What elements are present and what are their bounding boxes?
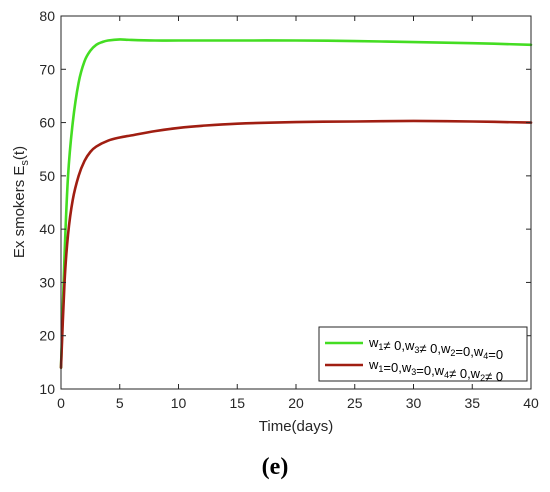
legend-text-part: =0,w <box>383 360 411 375</box>
y-tick-label: 40 <box>39 221 55 237</box>
y-tick-label: 10 <box>39 381 55 397</box>
legend-text-part: w <box>368 335 379 350</box>
y-tick-label: 70 <box>39 61 55 77</box>
y-tick-label: 20 <box>39 328 55 344</box>
x-tick-label: 40 <box>523 395 539 411</box>
legend-text-part: ≠ 0,w <box>449 366 481 381</box>
x-tick-label: 30 <box>406 395 422 411</box>
legend-text-part: w <box>368 357 379 372</box>
x-tick-label: 25 <box>347 395 363 411</box>
y-axis-label: Ex smokers Es(t) <box>11 146 31 258</box>
legend-text-part: ≠ 0,w <box>419 341 451 356</box>
x-tick-label: 35 <box>464 395 480 411</box>
legend-subscript: 3 <box>414 345 419 355</box>
y-tick-label: 30 <box>39 274 55 290</box>
legend-subscript: 4 <box>444 370 449 380</box>
legend: w1≠ 0,w3≠ 0,w2=0,w4=0w1=0,w3=0,w4≠ 0,w2≠… <box>318 326 528 384</box>
y-axis-label-tail: (t) <box>11 146 28 160</box>
legend-text-part: ≠ 0,w <box>383 338 415 353</box>
y-axis-label-main: Ex smokers E <box>11 166 28 259</box>
x-tick-label: 5 <box>116 395 124 411</box>
series-line-2 <box>59 119 533 369</box>
legend-subscript: 4 <box>483 351 488 361</box>
legend-text-part: ≠ 0 <box>485 369 503 384</box>
tick-layer <box>60 15 532 390</box>
panel-caption: (e) <box>262 454 289 480</box>
legend-subscript: 2 <box>450 348 455 358</box>
legend-text-part: =0,w <box>416 363 444 378</box>
legend-entry-1: w1≠ 0,w3≠ 0,w2=0,w4=0 <box>368 335 503 362</box>
series-layer <box>59 38 533 369</box>
y-tick-label: 80 <box>39 8 55 24</box>
legend-text-part: =0,w <box>455 344 483 359</box>
x-tick-labels: 0 5 10 15 20 25 30 35 40 <box>57 395 539 411</box>
y-axis-label-sub: s <box>19 160 31 166</box>
y-tick-label: 50 <box>39 168 55 184</box>
x-axis-label: Time(days) <box>259 418 333 435</box>
legend-text-part: =0 <box>488 347 503 362</box>
y-tick-label: 60 <box>39 115 55 131</box>
legend-subscript: 1 <box>378 342 383 352</box>
x-tick-label: 0 <box>57 395 65 411</box>
legend-subscript: 3 <box>411 367 416 377</box>
x-tick-label: 20 <box>288 395 304 411</box>
legend-subscript: 2 <box>480 373 485 383</box>
legend-entry-2: w1=0,w3=0,w4≠ 0,w2≠ 0 <box>368 357 503 384</box>
series-line-1 <box>59 38 533 369</box>
x-tick-label: 10 <box>171 395 187 411</box>
legend-box <box>318 326 528 382</box>
x-tick-label: 15 <box>229 395 245 411</box>
y-tick-labels: 10 20 30 40 50 60 70 80 <box>39 8 55 397</box>
legend-subscript: 1 <box>378 364 383 374</box>
